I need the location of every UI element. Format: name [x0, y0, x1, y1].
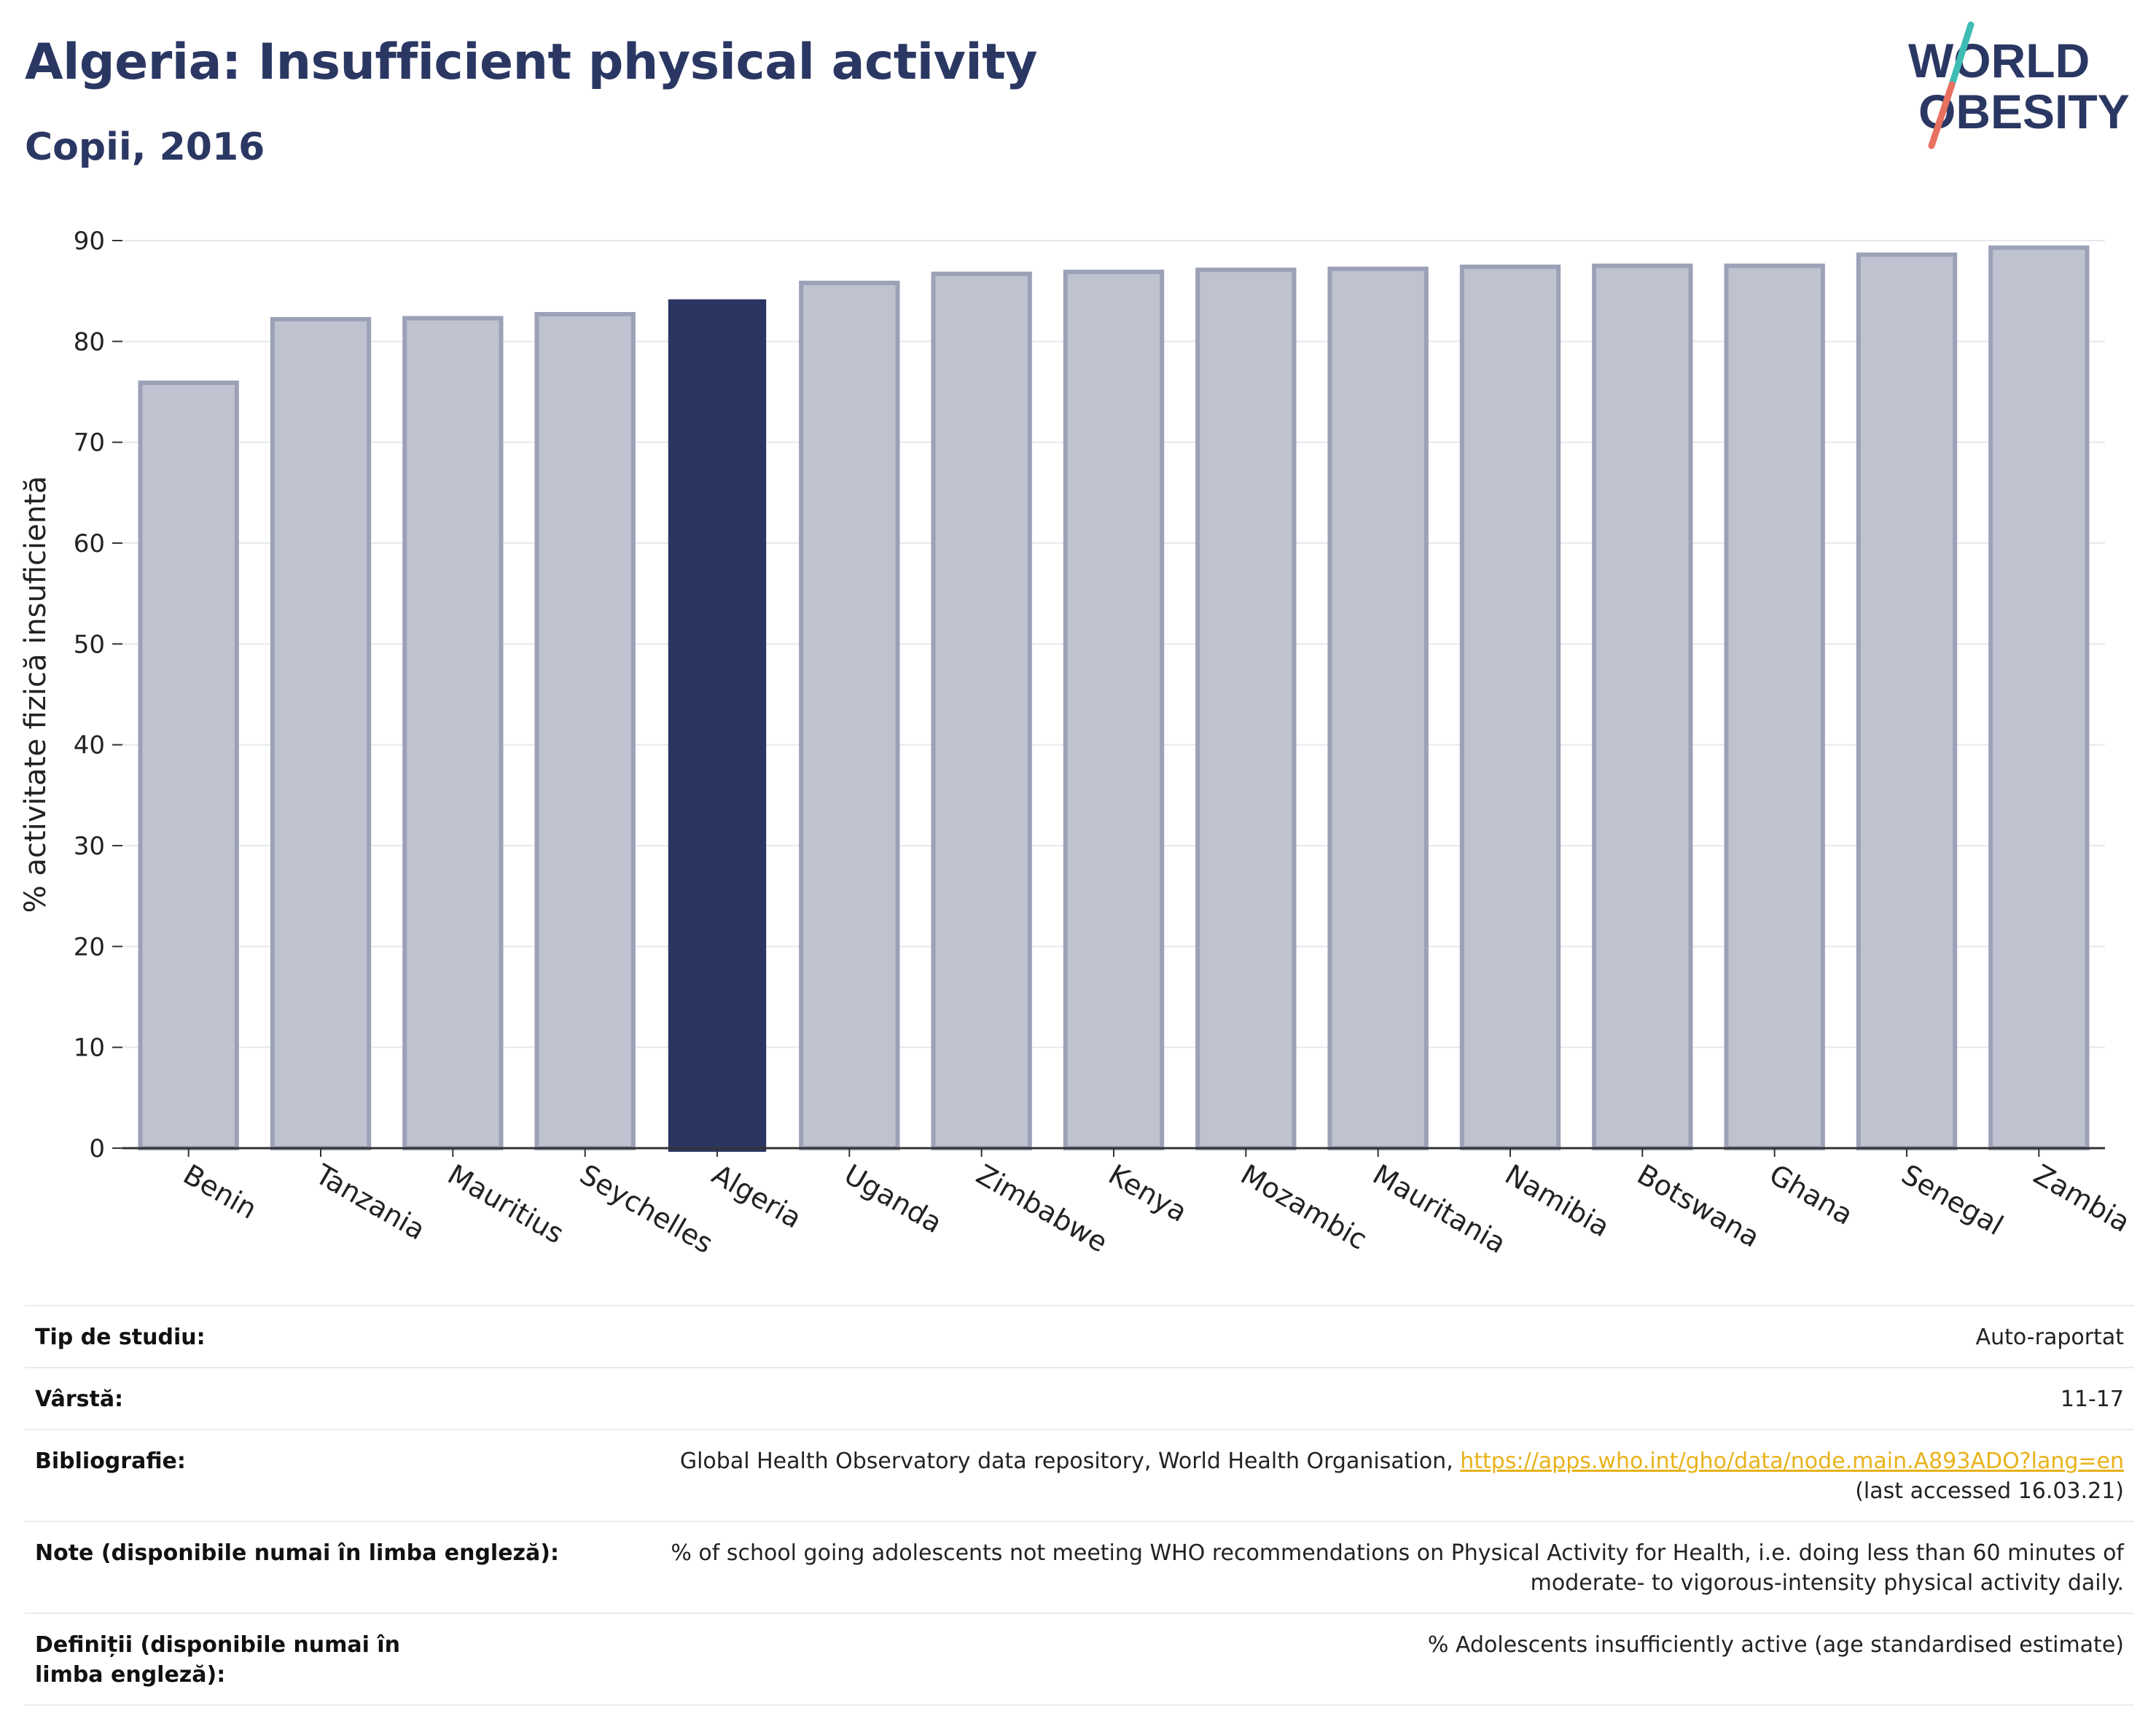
age-value: 11-17	[2060, 1387, 2124, 1412]
bar-senegal	[1856, 252, 1958, 1150]
info-row-age: Vârstă: 11-17	[25, 1367, 2134, 1429]
x-tick-label-benin: Benin	[178, 1158, 262, 1225]
bar-benin	[138, 381, 239, 1150]
bar-kenya	[1063, 269, 1165, 1151]
x-tick-label-senegal: Senegal	[1897, 1158, 2009, 1242]
y-tick-label: 40	[74, 731, 105, 760]
logo-slash-coral	[1928, 81, 1956, 149]
bar-seychelles	[534, 311, 636, 1151]
world-obesity-logo[interactable]: WORLD OBESITY	[1902, 20, 2143, 152]
bar-zambia	[1988, 245, 2090, 1150]
x-tick-label-botswana: Botswana	[1632, 1158, 1765, 1254]
x-tick-label-algeria: Algeria	[707, 1158, 808, 1235]
bar-mauritius	[402, 316, 504, 1150]
page-subtitle: Copii, 2016	[25, 125, 265, 169]
x-tick-label-zimbabwe: Zimbabwe	[971, 1158, 1113, 1259]
bar-zimbabwe	[931, 271, 1032, 1150]
bibliography-value: Global Health Observatory data repositor…	[186, 1446, 2124, 1506]
y-axis-ticks: 0 10 20 30 40 50 60 70 80 90	[74, 227, 122, 1163]
bar-mozambic	[1195, 268, 1297, 1150]
y-tick-label: 20	[74, 932, 105, 962]
info-row-bibliography: Bibliografie: Global Health Observatory …	[25, 1429, 2134, 1521]
x-tick-label-mauritania: Mauritania	[1367, 1158, 1511, 1260]
bar-chart: 0 10 20 30 40 50 60 70 80 90 Benin Tanzania Mauriti…	[19, 227, 2136, 1260]
notes-line-2: moderate- to vigorous-intensity physical…	[1530, 1570, 2124, 1596]
bar-namibia	[1459, 264, 1561, 1150]
info-table: Tip de studiu: Auto-raportat Vârstă: 11-…	[25, 1305, 2134, 1706]
bibliography-label: Bibliografie:	[35, 1449, 186, 1474]
logo-word-world: WORLD	[1908, 34, 2090, 87]
bibliography-link[interactable]: https://apps.who.int/gho/data/node.main.…	[1460, 1449, 2124, 1474]
x-tick-label-mozambic: Mozambic	[1235, 1158, 1372, 1256]
x-tick-label-tanzania: Tanzania	[310, 1158, 431, 1246]
y-axis-label: % activitate fizică insuficientă	[19, 476, 52, 913]
bibliography-accessed: (last accessed 16.03.21)	[1855, 1478, 2124, 1504]
definitions-value: % Adolescents insufficiently active (age…	[1427, 1632, 2124, 1658]
x-tick-label-ghana: Ghana	[1764, 1158, 1859, 1231]
bar-mauritania	[1327, 266, 1429, 1151]
x-tick-label-kenya: Kenya	[1104, 1158, 1193, 1228]
logo-slash-teal	[1948, 21, 1975, 88]
logo-word-obesity: OBESITY	[1918, 85, 2130, 139]
bar-tanzania	[270, 316, 372, 1150]
y-tick-label: 60	[74, 529, 105, 558]
study-type-label: Tip de studiu:	[35, 1325, 206, 1350]
y-tick-label: 10	[74, 1034, 105, 1063]
y-tick-label: 70	[74, 429, 105, 458]
bar-uganda	[799, 281, 900, 1151]
y-tick-label: 90	[74, 227, 105, 256]
age-label: Vârstă:	[35, 1387, 124, 1412]
y-tick-label: 80	[74, 327, 105, 356]
page-title: Algeria: Insufficient physical activity	[25, 34, 1038, 91]
x-tick-label-zambia: Zambia	[2028, 1158, 2136, 1239]
bar-algeria	[668, 299, 767, 1152]
bar-botswana	[1592, 263, 1693, 1150]
definitions-label: Definiții (disponibile numai în limba en…	[35, 1632, 400, 1688]
x-tick-label-mauritius: Mauritius	[442, 1158, 569, 1250]
bars	[138, 245, 2090, 1152]
x-tick-label-uganda: Uganda	[839, 1158, 948, 1239]
y-tick-label: 30	[74, 832, 105, 861]
bibliography-text: Global Health Observatory data repositor…	[679, 1449, 1461, 1474]
notes-label: Note (disponibile numai în limba engleză…	[35, 1540, 559, 1566]
y-tick-label: 0	[89, 1134, 105, 1163]
study-type-value: Auto-raportat	[1975, 1325, 2124, 1350]
info-row-study-type: Tip de studiu: Auto-raportat	[25, 1305, 2134, 1367]
info-row-definitions: Definiții (disponibile numai în limba en…	[25, 1613, 2134, 1706]
notes-value: % of school going adolescents not meetin…	[559, 1538, 2124, 1598]
info-row-notes: Note (disponibile numai în limba engleză…	[25, 1521, 2134, 1613]
x-tick-label-namibia: Namibia	[1500, 1158, 1615, 1244]
bar-ghana	[1724, 263, 1825, 1150]
y-tick-label: 50	[74, 630, 105, 659]
x-tick-label-seychelles: Seychelles	[574, 1158, 718, 1260]
notes-line-1: % of school going adolescents not meetin…	[671, 1540, 2124, 1566]
